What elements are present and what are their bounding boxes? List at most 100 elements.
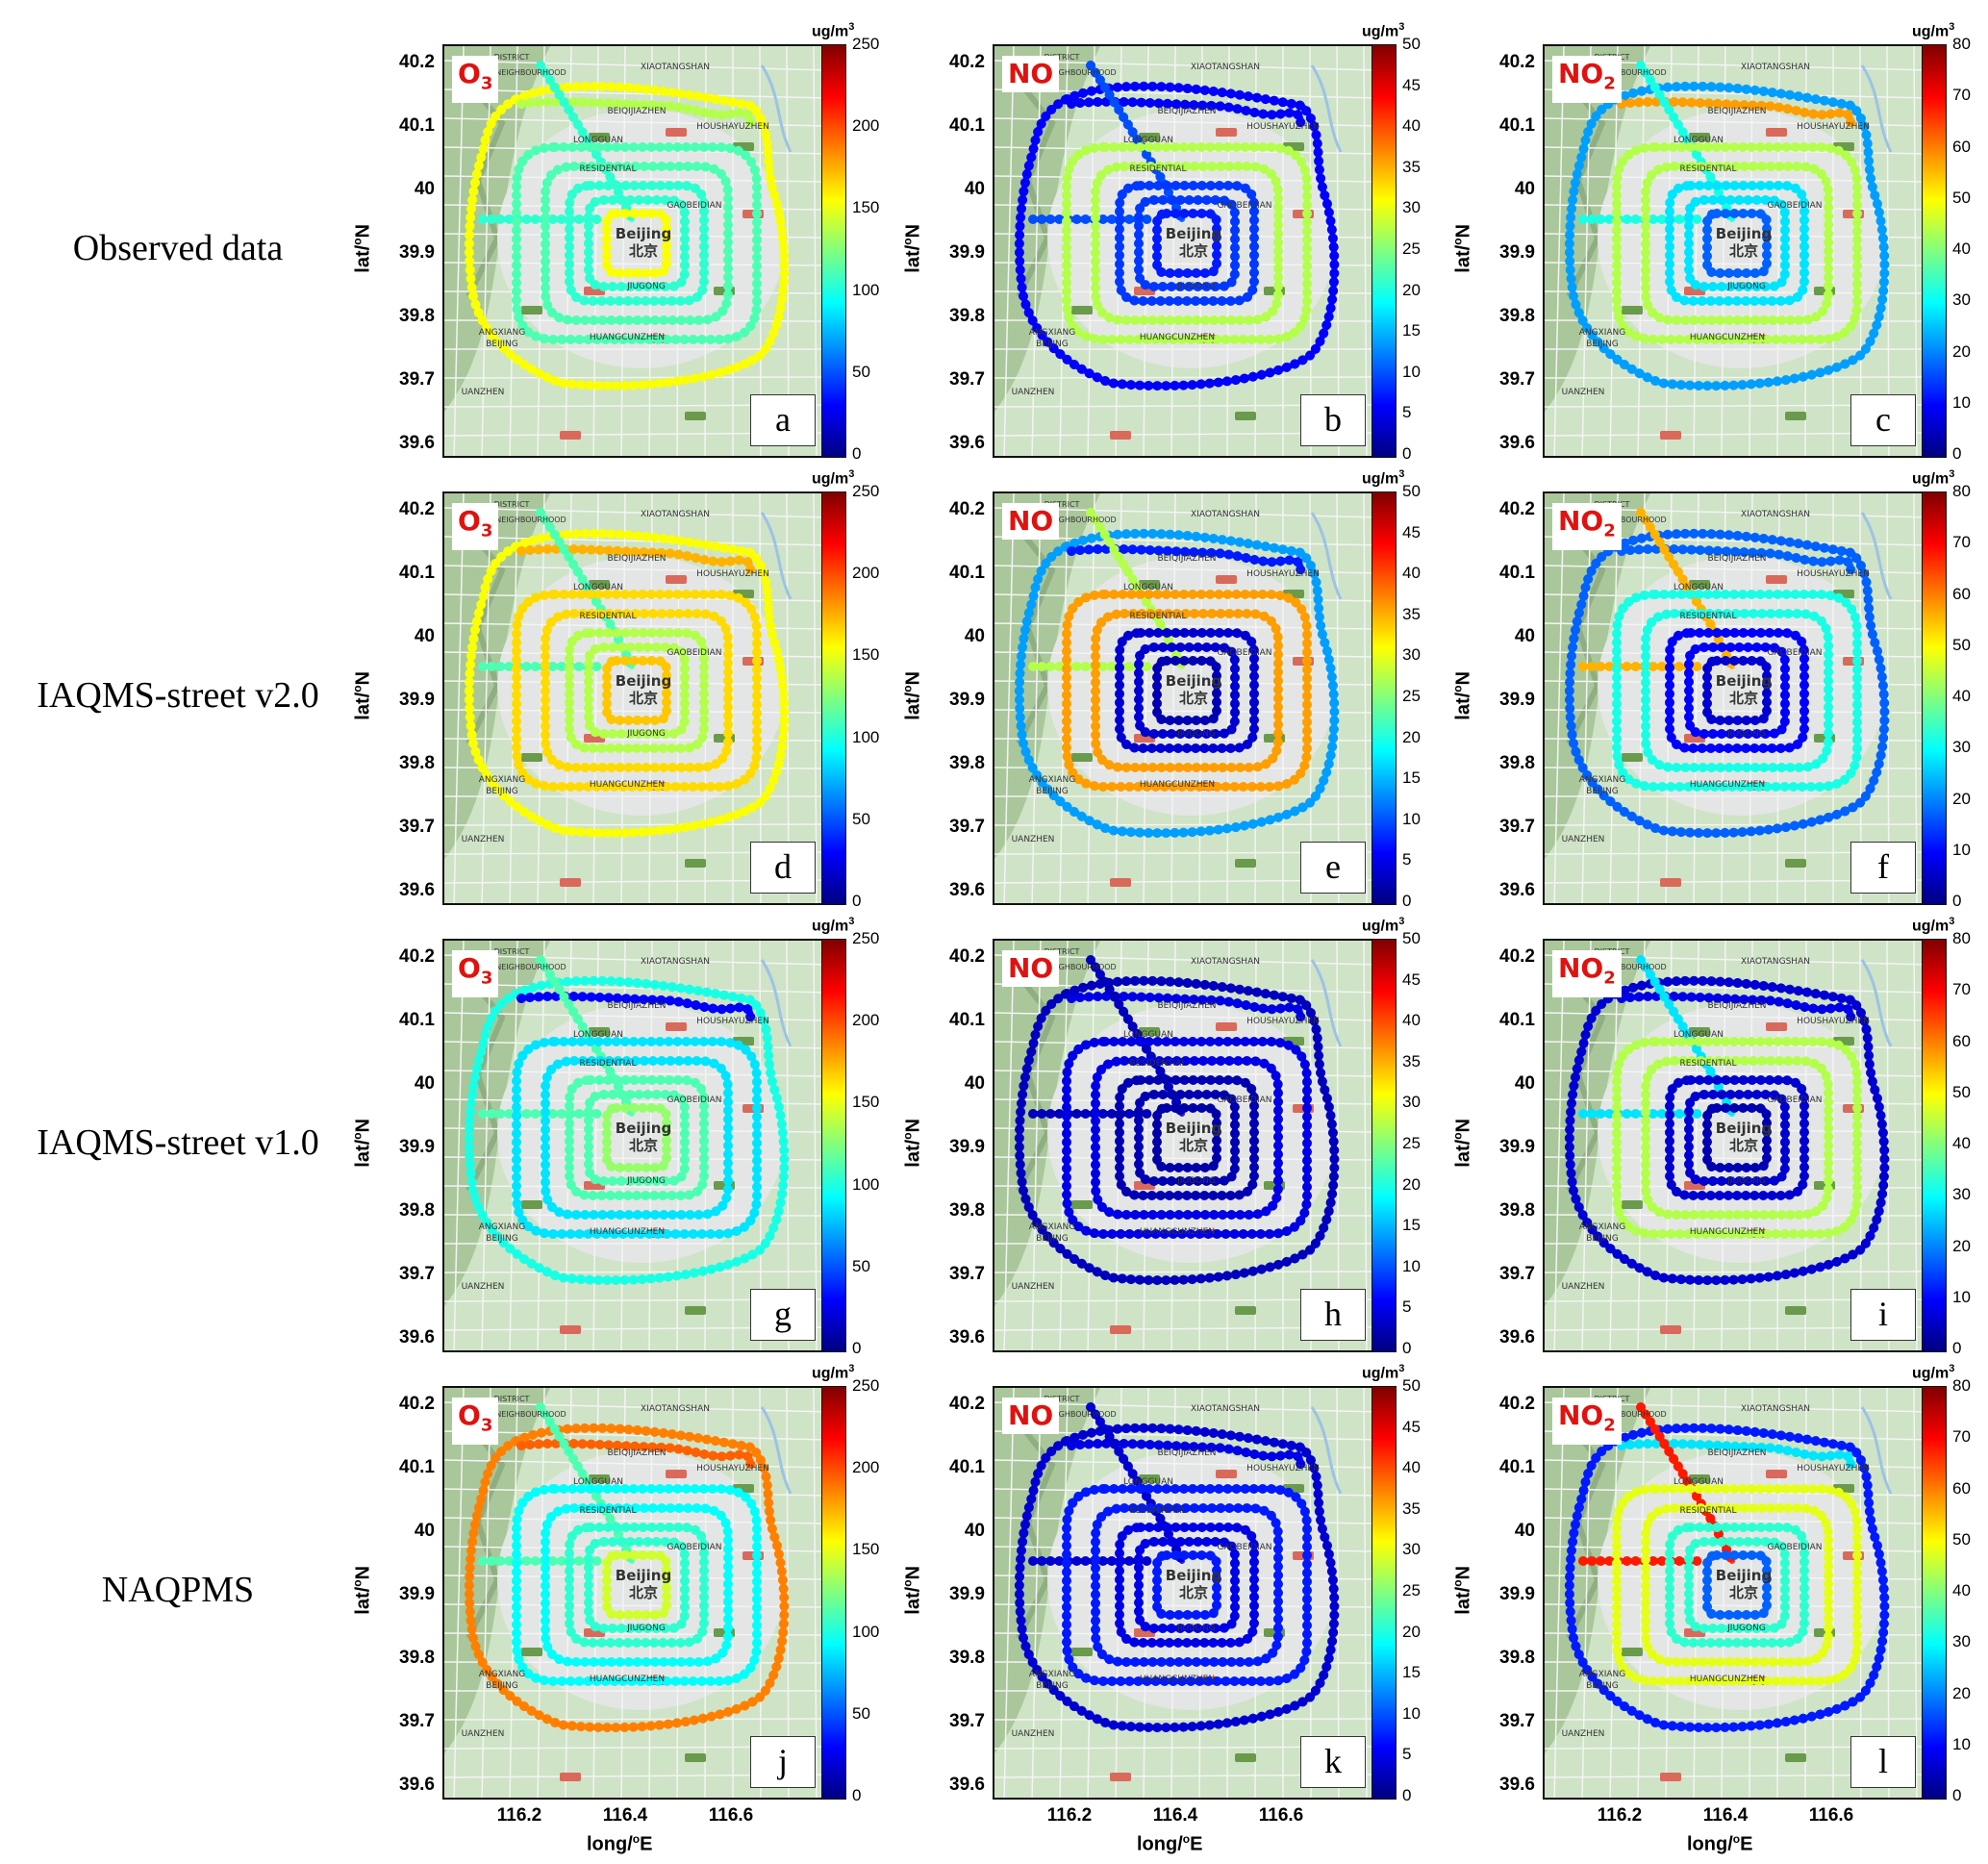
place-label: GAOBEIDIAN [667, 648, 721, 658]
y-axis-label-sup: o [900, 1579, 915, 1587]
place-label: HUANGCUNZHEN [590, 780, 665, 790]
place-label: BEIJING [486, 1234, 518, 1244]
place-label: NEIGHBOURHOOD [1596, 68, 1666, 77]
ring-road-3-line [1643, 164, 1831, 323]
minor-road [1545, 1098, 1925, 1105]
minor-road [1913, 493, 1918, 903]
unit-sup: 3 [848, 21, 855, 33]
ring-road-3-line [1643, 1058, 1831, 1218]
road-badge [1660, 878, 1681, 887]
colorbar-tick: 200 [852, 1458, 880, 1477]
city-label-zh: 北京 [1179, 1584, 1208, 1601]
colorbar-tick: 25 [1402, 239, 1421, 258]
y-tick-label: 39.8 [949, 1648, 985, 1668]
place-label: JIUGONG [1726, 282, 1766, 291]
colorbar-tick: 20 [1402, 280, 1421, 299]
y-tick-label: 39.8 [949, 1200, 985, 1221]
place-label: GAOBEIDIAN [1217, 201, 1271, 211]
panel-letter: g [750, 1289, 816, 1341]
colorbar-tick: 30 [1952, 1632, 1971, 1651]
y-tick-label: 40.2 [1499, 52, 1535, 72]
minor-road [994, 1070, 1375, 1077]
y-axis-label-tail: N [1452, 670, 1474, 686]
colorbar-unit: ug/m3 [812, 1363, 854, 1382]
place-label: NEIGHBOURHOOD [495, 1410, 566, 1419]
y-axis-label-tail: N [1452, 1118, 1474, 1133]
y-axis-label-text: lat/ [902, 244, 924, 273]
y-axis-label: lat/oN [1451, 652, 1475, 739]
north-route-line [1069, 545, 1304, 573]
y-axis-label-sup: o [350, 1579, 365, 1587]
place-label: JIUGONG [626, 1176, 666, 1186]
ring-road-5-line [1136, 644, 1238, 737]
minor-road [994, 1632, 1375, 1636]
radial-route-line [1088, 957, 1185, 1117]
y-axis-label-tail: N [352, 1118, 374, 1133]
place-label: JIUGONG [626, 282, 666, 291]
row-label-1: IAQMS-street v2.0 [37, 675, 319, 716]
minor-road [1913, 941, 1918, 1350]
place-label: HUANGCUNZHEN [1690, 780, 1765, 790]
y-tick-label: 39.9 [1499, 1137, 1535, 1157]
y-tick-label: 40 [414, 1521, 435, 1541]
radial-route-line [1638, 63, 1735, 222]
ring-road-5-line [1686, 644, 1788, 737]
y-tick-label: 40.1 [949, 563, 985, 583]
city-label-zh: 北京 [1729, 1137, 1758, 1154]
unit-text: ug/m [1362, 1365, 1399, 1382]
ring-road-5-line [586, 644, 688, 737]
pollutant-label: NO [1002, 56, 1060, 92]
ring-road-6-line [1154, 211, 1220, 276]
colorbar-tick: 25 [1402, 687, 1421, 705]
y-tick-label: 40.1 [399, 1010, 435, 1030]
minor-road [1198, 493, 1203, 903]
colorbar-tick: 50 [1402, 929, 1421, 947]
colorbar-tick: 40 [1402, 1458, 1421, 1477]
place-label: BEIJING [1036, 1234, 1069, 1244]
place-label: ANGXIANG [1029, 1222, 1076, 1232]
pollutant-name: O [458, 1399, 481, 1431]
minor-road [1721, 941, 1726, 1350]
y-axis-label-text: lat/ [902, 1586, 924, 1615]
y-tick-label: 39.7 [399, 1711, 435, 1731]
ring-road-4-line [1667, 630, 1807, 751]
pollutant-name: NO [1558, 505, 1604, 537]
place-label: UANZHEN [462, 1282, 505, 1292]
minor-road [444, 1603, 825, 1608]
y-axis-label: lat/oN [351, 1099, 375, 1186]
minor-road [1721, 46, 1726, 456]
unit-sup: 3 [1949, 468, 1955, 480]
place-label: RESIDENTIAL [1130, 164, 1187, 174]
y-tick-label: 40.1 [1499, 1457, 1535, 1477]
place-label: ANGXIANG [1579, 328, 1626, 338]
y-tick-label: 39.8 [949, 753, 985, 773]
road-badge [589, 133, 610, 141]
place-label: LONGGUAN [1123, 1030, 1173, 1040]
minor-road [1170, 46, 1176, 456]
y-axis-label-tail: N [902, 1118, 924, 1133]
radial-route-line [1088, 63, 1185, 222]
place-label: ANGXIANG [479, 775, 526, 785]
ring-road-4-line [566, 1077, 707, 1198]
x-tick-label: 116.6 [1258, 1805, 1304, 1826]
colorbar-tick: 5 [1402, 1745, 1412, 1764]
pollutant-name: NO [1008, 58, 1054, 89]
y-tick-label: 40.1 [949, 115, 985, 136]
colorbar-tick: 0 [1402, 1786, 1412, 1804]
colorbar-tick: 150 [852, 1540, 880, 1559]
minor-road [1776, 493, 1780, 903]
radial-route-line [1088, 1404, 1185, 1564]
colorbar-tick: 25 [1402, 1134, 1421, 1152]
minor-road [648, 941, 653, 1350]
y-axis-label-text: lat/ [352, 244, 374, 273]
place-label: DISTRICT [1044, 1395, 1080, 1403]
outer-ring-route-line [1016, 83, 1338, 390]
minor-road [444, 1127, 825, 1133]
colorbar-tick: 25 [1402, 1581, 1421, 1600]
y-axis-label: lat/oN [351, 652, 375, 739]
y-tick-label: 40.1 [1499, 563, 1535, 583]
unit-sup: 3 [1398, 21, 1405, 33]
y-axis-label: lat/oN [901, 1547, 925, 1633]
panel-letter: k [1300, 1736, 1366, 1788]
place-label: BEIQIJIAZHEN [1707, 1448, 1766, 1458]
